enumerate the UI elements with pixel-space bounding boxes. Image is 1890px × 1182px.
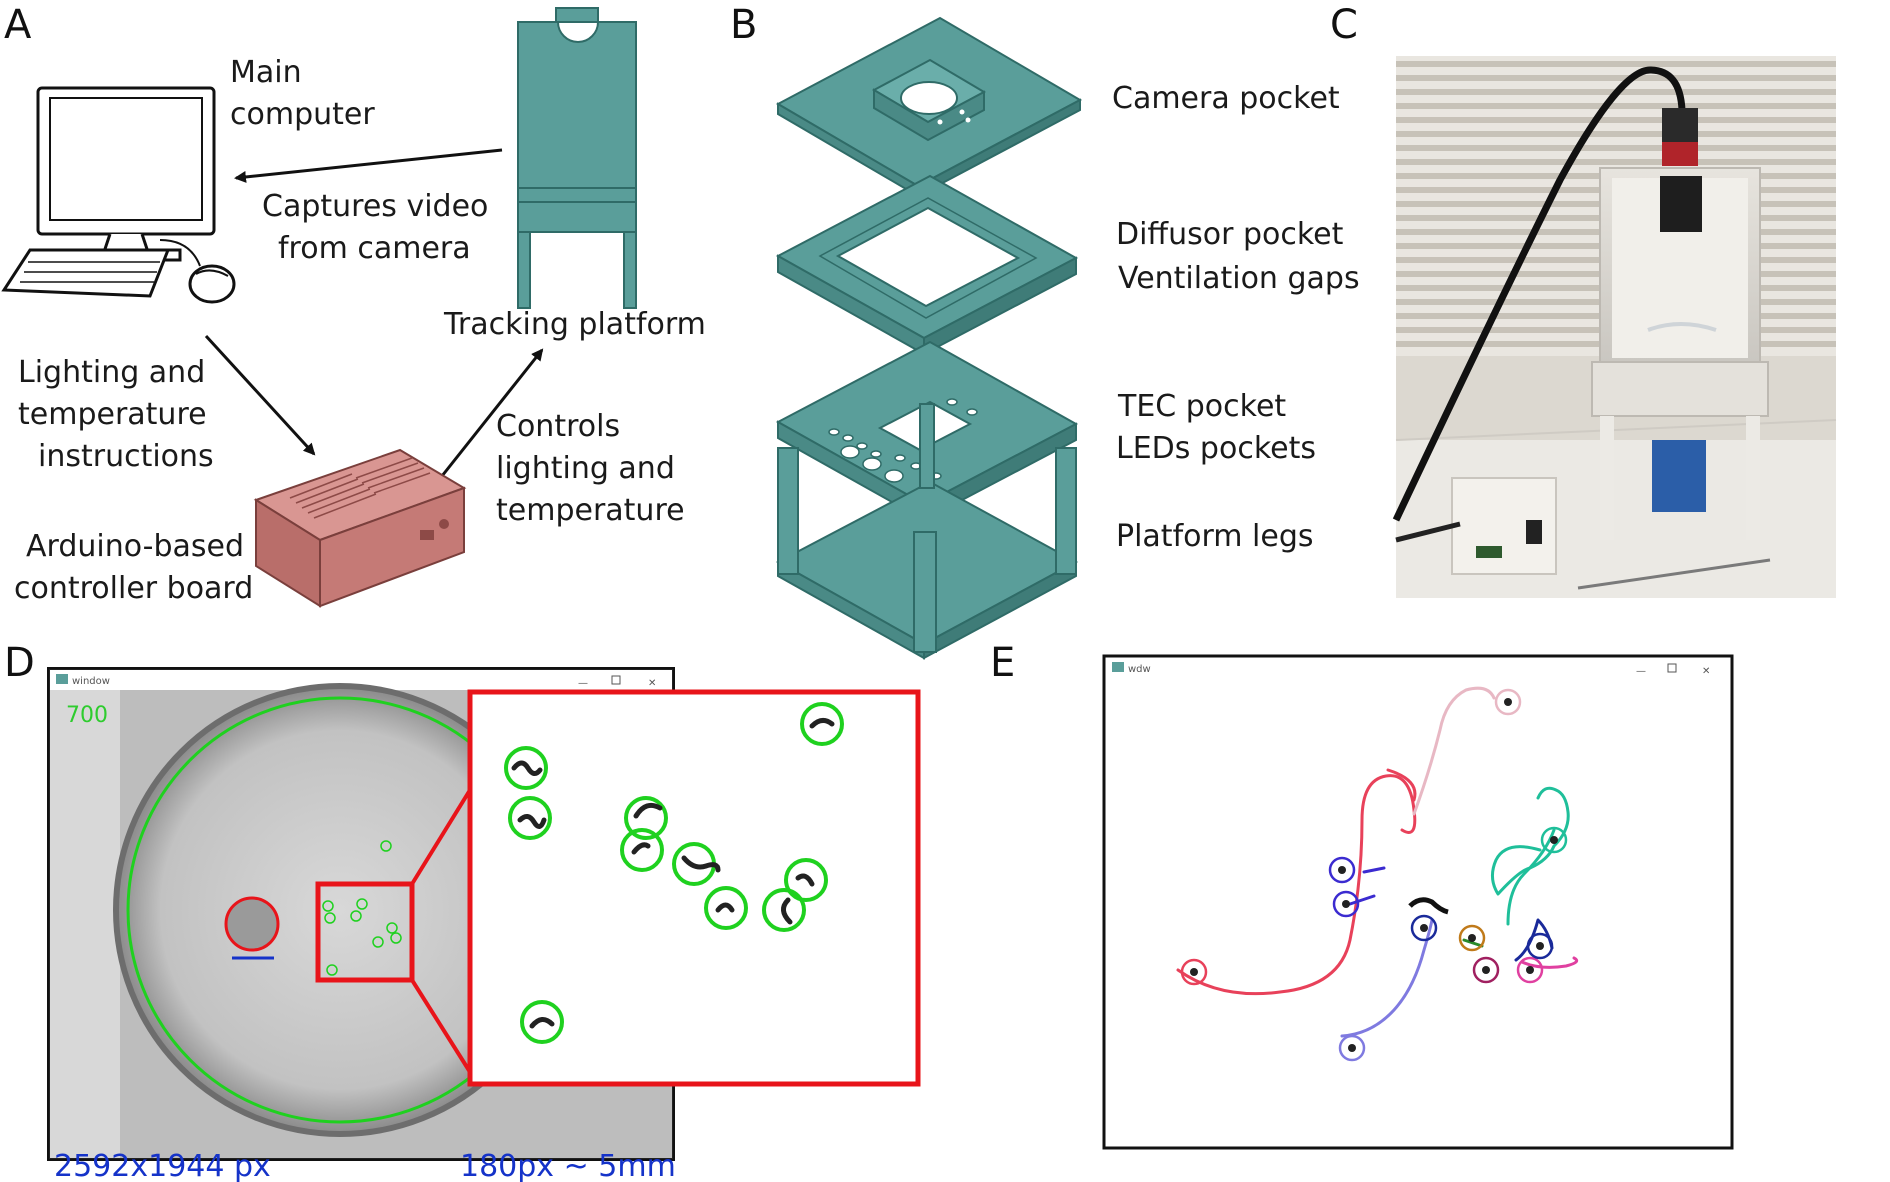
arrow-controller-to-platform: [440, 348, 544, 477]
diffusor-label-1: Diffusor pocket: [1116, 217, 1344, 252]
controller-board-icon: [253, 448, 467, 608]
diffusor-layer: [775, 174, 1079, 356]
app-icon-e: [1112, 662, 1124, 672]
controller-label-2: controller board: [14, 571, 253, 606]
captures-label-2: from camera: [278, 231, 471, 266]
tec-pocket-label: TEC pocket: [1117, 389, 1286, 424]
main-computer-label-1: Main: [230, 55, 302, 90]
arrow-platform-to-computer: [234, 148, 503, 183]
camera-pocket-layer: [775, 16, 1083, 198]
scale-label: 180px ~ 5mm: [460, 1149, 676, 1182]
panel-letter-e: E: [990, 640, 1015, 686]
computer-icon: [1, 86, 236, 304]
trajectory-window: wdw — ✕: [1102, 654, 1734, 1150]
app-icon: [56, 674, 68, 684]
instructions-label-1: Lighting and: [18, 355, 205, 390]
setup-photo: [1392, 56, 1837, 598]
panel-letter-d: D: [4, 640, 35, 686]
led-pockets-label: LEDs pockets: [1116, 431, 1316, 466]
panel-letter-c: C: [1330, 2, 1358, 48]
minimize-icon-e[interactable]: —: [1636, 666, 1646, 677]
platform-legs: [775, 403, 1079, 660]
platform-legs-label: Platform legs: [1116, 519, 1314, 554]
tracking-platform-label: Tracking platform: [443, 307, 706, 342]
controls-label-2: lighting and: [496, 451, 675, 486]
zoom-inset: [467, 689, 921, 1087]
controls-label-3: temperature: [496, 493, 685, 528]
frame-counter: 700: [66, 703, 108, 728]
tracking-platform-icon: [517, 7, 637, 309]
window-title: window: [72, 676, 110, 687]
window-title-e: wdw: [1128, 664, 1151, 675]
arrow-computer-to-controller: [204, 334, 316, 456]
controls-label-1: Controls: [496, 409, 620, 444]
zoom-region-box: [315, 881, 415, 983]
resolution-label: 2592x1944 px: [54, 1149, 271, 1182]
close-icon-e[interactable]: ✕: [1702, 666, 1710, 677]
maximize-icon-e[interactable]: [1667, 663, 1677, 673]
instructions-label-3: instructions: [38, 439, 214, 474]
instructions-label-2: temperature: [18, 397, 207, 432]
camera-pocket-label: Camera pocket: [1112, 81, 1340, 116]
minimize-icon[interactable]: —: [578, 678, 588, 689]
panel-letter-a: A: [4, 2, 32, 48]
ventilation-label: Ventilation gaps: [1118, 261, 1360, 296]
main-computer-label-2: computer: [230, 97, 375, 132]
close-icon[interactable]: ✕: [648, 678, 656, 689]
panel-letter-b: B: [730, 2, 757, 48]
controller-label-1: Arduino-based: [26, 529, 244, 564]
captures-label-1: Captures video: [262, 189, 488, 224]
maximize-icon[interactable]: [611, 675, 621, 685]
